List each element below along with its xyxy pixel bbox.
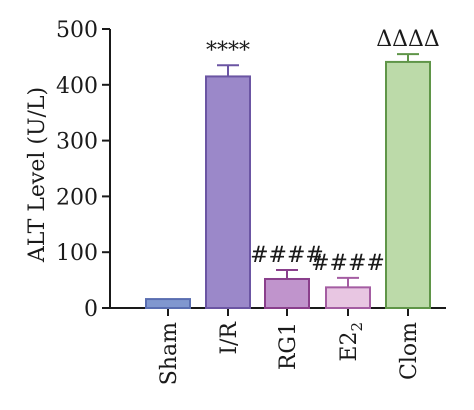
y-tick-label: 100 xyxy=(56,241,98,266)
y-axis-title: ALT Level (U/L) xyxy=(25,87,50,263)
x-tick-label: Clom xyxy=(397,322,422,380)
y-tick-label: 200 xyxy=(56,185,98,210)
x-tick-label: RG1 xyxy=(276,322,301,370)
bar-sham xyxy=(145,298,191,309)
significance-label: **** xyxy=(206,38,250,63)
y-tick-label: 0 xyxy=(84,297,98,322)
y-tick-label: 300 xyxy=(56,130,98,155)
significance-label: #### xyxy=(250,243,324,268)
bar-i-r xyxy=(205,75,251,310)
chart-labels: ALT Level (U/L) Sham **** I/R #### RG1 #### E22… xyxy=(25,27,440,385)
bar-rg1 xyxy=(264,277,310,310)
y-tick-label: 400 xyxy=(56,74,98,99)
chart-bars xyxy=(145,53,431,310)
y-tick-label: 500 xyxy=(56,18,98,43)
x-tick-label: I/R xyxy=(217,321,242,355)
significance-label: #### xyxy=(311,251,385,276)
x-tick-label: Sham xyxy=(157,322,182,385)
bar-clom xyxy=(385,60,431,310)
bar-e2 xyxy=(325,286,371,310)
significance-label: ΔΔΔΔ xyxy=(376,27,440,52)
x-tick-label: E22 xyxy=(337,322,366,362)
